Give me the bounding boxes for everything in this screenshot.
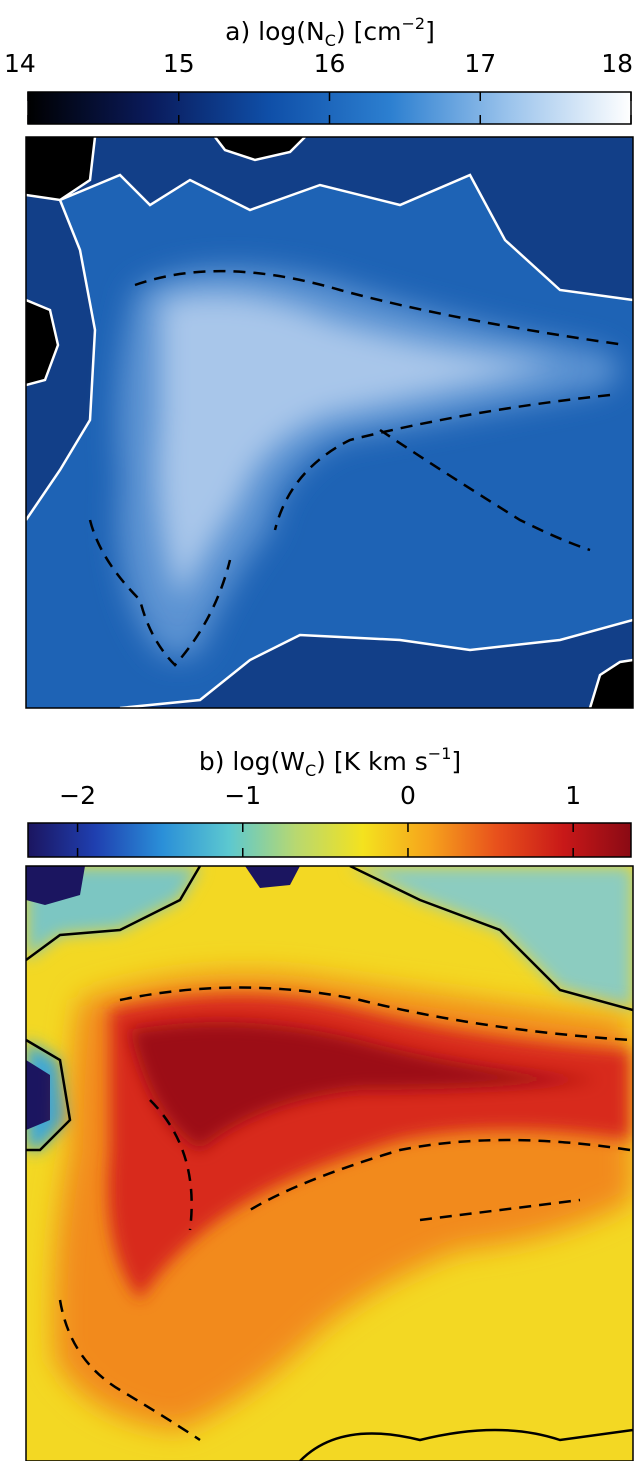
title-text: b) log(W bbox=[199, 747, 305, 776]
colorbar-tick-label: 1 bbox=[565, 781, 581, 810]
title-text: ) [K km s bbox=[316, 747, 428, 776]
title-text: ) [cm bbox=[336, 17, 402, 46]
subscript: C bbox=[305, 761, 316, 780]
colorbar-tick-label: 14 bbox=[4, 49, 36, 78]
map-b bbox=[26, 866, 633, 1461]
title-text: a) log(N bbox=[225, 17, 325, 46]
superscript: −2 bbox=[401, 14, 425, 33]
colorbar-tick-label: −1 bbox=[224, 781, 261, 810]
map-a bbox=[26, 137, 633, 708]
colorbar-tick-label: 18 bbox=[601, 49, 633, 78]
colorbar-tick-label: 17 bbox=[464, 49, 496, 78]
colorbar-tick-label: 15 bbox=[163, 49, 195, 78]
panel-title: b) log(WC) [K km s−1] bbox=[199, 744, 461, 780]
title-text: ] bbox=[451, 747, 461, 776]
colorbar-tick-label: 0 bbox=[400, 781, 416, 810]
panel-title: a) log(NC) [cm−2] bbox=[225, 14, 435, 50]
subscript: C bbox=[325, 31, 336, 50]
superscript: −1 bbox=[428, 744, 452, 763]
colorbar bbox=[27, 822, 632, 858]
colorbar-tick-label: 16 bbox=[314, 49, 346, 78]
colorbar-tick-label: −2 bbox=[59, 781, 96, 810]
title-text: ] bbox=[425, 17, 435, 46]
map-frame bbox=[25, 136, 634, 709]
